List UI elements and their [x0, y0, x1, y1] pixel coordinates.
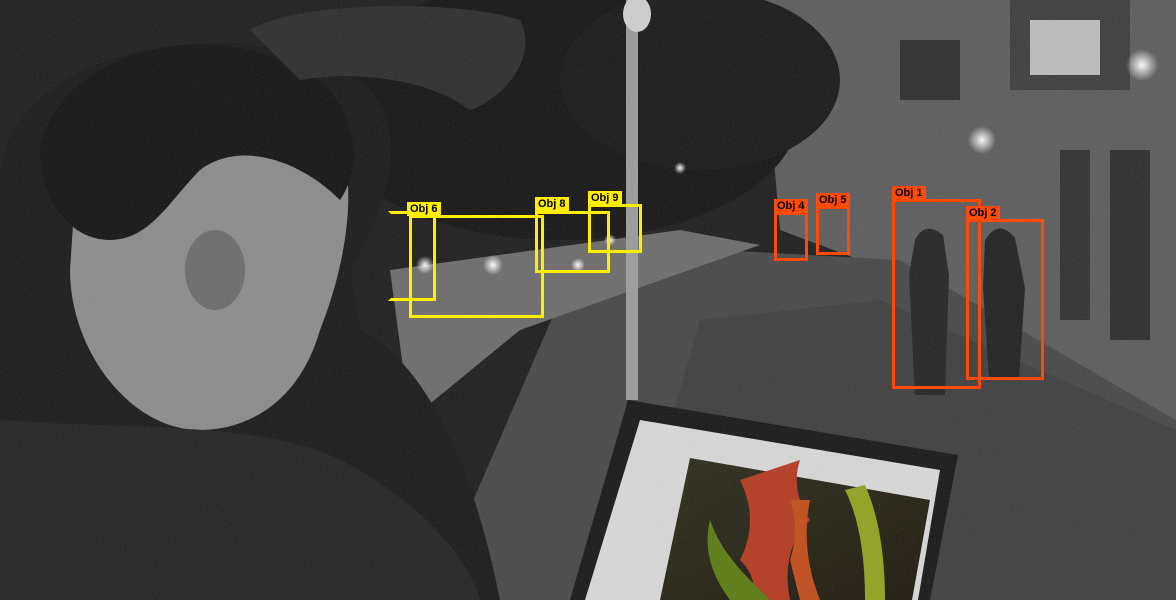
detection-box-obj-4 — [774, 212, 808, 261]
detection-label-obj-9: Obj 9 — [588, 191, 622, 205]
detection-box-obj-5 — [816, 206, 850, 255]
detection-label-obj-5: Obj 5 — [816, 193, 850, 207]
detection-label-obj-4: Obj 4 — [774, 199, 808, 213]
detection-box-obj-2 — [966, 219, 1044, 380]
detection-label-obj-1: Obj 1 — [892, 186, 926, 200]
detection-box-obj-6-inner — [388, 211, 436, 301]
detection-box-obj-6 — [409, 215, 544, 318]
detection-label-obj-6: Obj 6 — [407, 202, 441, 216]
detection-label-obj-8: Obj 8 — [535, 197, 569, 211]
detection-box-obj-1 — [892, 199, 981, 389]
detection-box-obj-9 — [588, 204, 642, 253]
detection-box-obj-8 — [535, 211, 610, 273]
detection-label-obj-2: Obj 2 — [966, 206, 1000, 220]
